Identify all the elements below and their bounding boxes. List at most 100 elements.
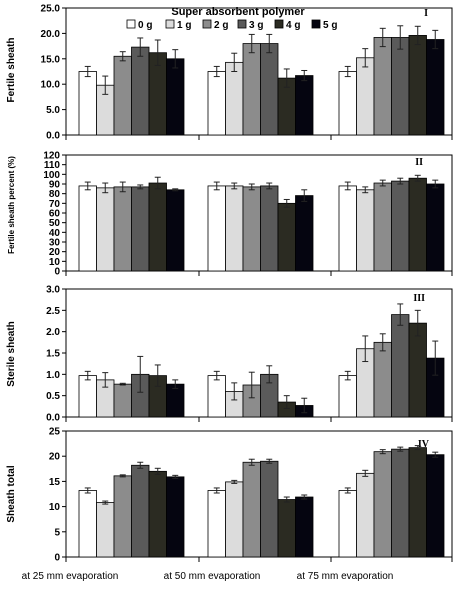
y-axis-label: Sheath total	[6, 465, 17, 522]
bar	[260, 185, 279, 272]
y-tick-label: 70	[49, 199, 61, 210]
y-tick-label: 2.0	[46, 327, 60, 338]
bar	[408, 322, 427, 418]
bar	[391, 448, 410, 558]
y-tick-label: 10.0	[41, 80, 61, 91]
bar	[207, 185, 226, 272]
bar	[391, 180, 410, 272]
y-tick-label: 15.0	[41, 54, 61, 65]
y-axis-label: Fertile sheath	[6, 37, 17, 102]
legend-label: 0 g	[138, 20, 152, 31]
bar	[260, 460, 279, 558]
bar	[338, 375, 357, 418]
x-category-label: at 50 mm evaporation	[164, 571, 261, 582]
y-axis-label: Fertile sheath percent (%)	[7, 156, 16, 254]
bar	[373, 341, 392, 418]
bar	[338, 185, 357, 272]
bar	[148, 182, 167, 272]
bar	[225, 61, 244, 136]
bar	[391, 37, 410, 136]
panel-label: IV	[418, 439, 430, 450]
bar	[96, 187, 115, 272]
bar	[277, 202, 296, 272]
legend-swatch	[237, 19, 247, 29]
bar	[391, 314, 410, 418]
bar	[426, 454, 445, 558]
bar	[113, 383, 132, 418]
y-tick-label: 1.0	[46, 370, 60, 381]
bar	[373, 182, 392, 272]
y-tick-label: 25.0	[41, 4, 61, 15]
bar	[131, 464, 150, 558]
y-tick-label: 0.5	[46, 391, 60, 402]
bar	[295, 195, 314, 272]
bar	[373, 37, 392, 136]
legend-swatch	[202, 19, 212, 29]
y-tick-label: 25	[49, 427, 61, 438]
bar	[207, 71, 226, 136]
y-tick-label: 0.0	[46, 413, 60, 424]
chart-panel-3: 0.0 0.5 1.0 1.5 2.0 2.5 3.0 Sterile sheath III	[6, 285, 453, 424]
bar	[295, 75, 314, 136]
bar	[166, 189, 185, 272]
bar	[260, 43, 279, 136]
bar	[373, 451, 392, 558]
bar	[426, 183, 445, 272]
y-tick-label: 40	[49, 228, 61, 239]
y-tick-label: 100	[43, 170, 60, 181]
bar	[295, 496, 314, 558]
x-category-label: at 75 mm evaporation	[297, 571, 394, 582]
legend-swatch	[311, 19, 321, 29]
y-axis-label: Sterile sheath	[6, 321, 17, 387]
bar	[338, 490, 357, 558]
x-axis-category-labels: at 25 mm evaporation at 50 mm evaporatio…	[22, 571, 394, 582]
y-tick-label: 10	[49, 257, 61, 268]
y-tick-label: 15	[49, 477, 61, 488]
bar	[207, 490, 226, 558]
bar	[338, 71, 357, 136]
y-tick-label: 120	[43, 151, 60, 162]
bar	[78, 185, 97, 272]
legend-label: 1 g	[177, 20, 191, 31]
y-tick-label: 90	[49, 180, 61, 191]
y-tick-label: 110	[44, 160, 61, 171]
bar	[225, 185, 244, 272]
legend-label: 5 g	[323, 20, 337, 31]
legend: Super absorbent polymer 0 g 1 g 2 g 3 g 4 g 5…	[126, 6, 337, 31]
legend-swatch	[165, 19, 175, 29]
y-tick-label: 0.0	[46, 131, 60, 142]
y-tick-label: 3.0	[46, 285, 60, 296]
bar	[96, 502, 115, 558]
bar	[113, 475, 132, 558]
y-tick-label: 80	[49, 189, 61, 200]
y-tick-label: 20	[49, 452, 61, 463]
bar	[242, 43, 261, 136]
bar	[78, 490, 97, 558]
chart-panel-1: 0.0 5.0 10.0 15.0 20.0 25.0 Fertile sheath I	[6, 4, 453, 142]
bar	[113, 55, 132, 136]
bar	[166, 476, 185, 558]
panel-label: III	[413, 293, 425, 304]
y-tick-label: 1.5	[46, 349, 60, 360]
bar	[356, 189, 375, 272]
bar	[356, 57, 375, 136]
y-tick-label: 0	[54, 553, 60, 564]
bar	[408, 177, 427, 272]
y-tick-label: 20.0	[41, 29, 61, 40]
bar	[356, 472, 375, 558]
bar	[225, 481, 244, 558]
y-tick-label: 20	[49, 247, 61, 258]
bar	[408, 35, 427, 136]
bar	[78, 71, 97, 136]
y-tick-label: 30	[49, 238, 61, 249]
y-tick-label: 60	[49, 209, 61, 220]
bar	[131, 46, 150, 136]
bar	[242, 461, 261, 558]
legend-title: Super absorbent polymer	[171, 6, 305, 18]
bar	[113, 186, 132, 272]
legend-label: 2 g	[214, 20, 228, 31]
bar	[426, 39, 445, 136]
y-tick-label: 10	[49, 502, 61, 513]
